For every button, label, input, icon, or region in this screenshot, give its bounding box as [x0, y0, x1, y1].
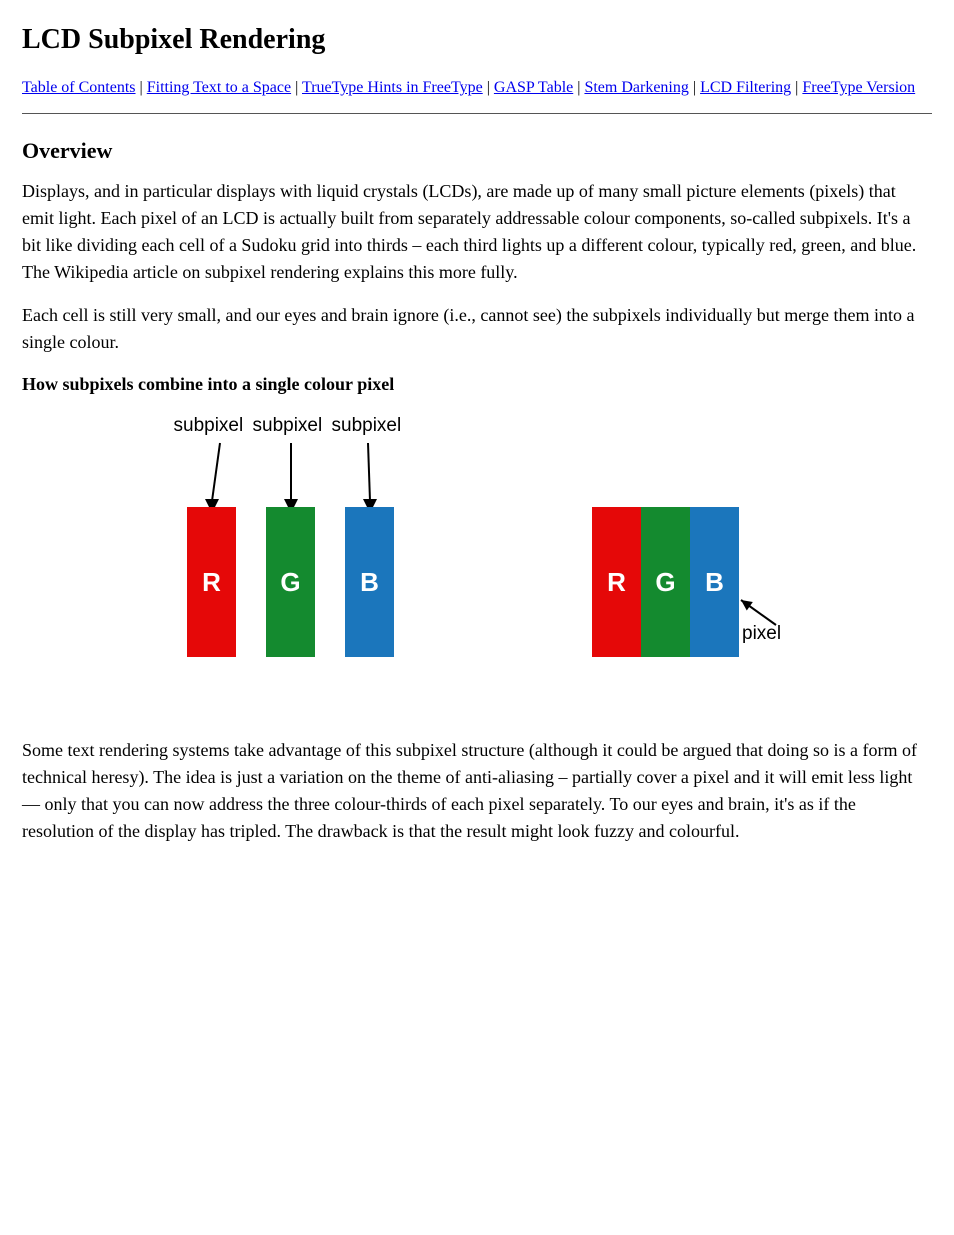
nav-link[interactable]: TrueType Hints in FreeType — [302, 79, 483, 96]
page-title: LCD Subpixel Rendering — [22, 24, 932, 56]
nav-separator: | — [136, 79, 147, 96]
nav-separator: | — [573, 79, 584, 96]
pixel-bar: R — [592, 507, 641, 657]
nav-link[interactable]: GASP Table — [494, 79, 573, 96]
nav-link[interactable]: Fitting Text to a Space — [147, 79, 291, 96]
arrow-down-icon — [279, 441, 303, 515]
subpixel-bar: B — [345, 507, 394, 657]
pixel-bar: G — [641, 507, 690, 657]
subpixel-label: subpixel — [253, 415, 323, 437]
nav-links: Table of Contents | Fitting Text to a Sp… — [22, 74, 932, 101]
nav-link[interactable]: LCD Filtering — [700, 79, 791, 96]
intro-paragraph-2: Each cell is still very small, and our e… — [22, 302, 932, 356]
divider — [22, 113, 932, 114]
final-paragraph: Some text rendering systems take advanta… — [22, 737, 932, 845]
pixel-label: pixel — [742, 623, 781, 645]
nav-separator: | — [791, 79, 802, 96]
arrow-down-icon — [357, 441, 383, 515]
nav-separator: | — [483, 79, 494, 96]
subpixel-diagram: subpixelRsubpixelGsubpixelBRGBpixel — [102, 407, 922, 727]
nav-separator: | — [689, 79, 700, 96]
nav-link[interactable]: FreeType Version — [802, 79, 915, 96]
section-heading: Overview — [22, 138, 932, 164]
subpixel-bar: G — [266, 507, 315, 657]
subpixel-label: subpixel — [332, 415, 402, 437]
arrow-down-icon — [196, 441, 228, 515]
nav-link[interactable]: Stem Darkening — [584, 79, 688, 96]
nav-separator: | — [291, 79, 302, 96]
subpixel-bar: R — [187, 507, 236, 657]
nav-link[interactable]: Table of Contents — [22, 79, 136, 96]
subpixel-label: subpixel — [174, 415, 244, 437]
sub-heading: How subpixels combine into a single colo… — [22, 374, 932, 395]
intro-paragraph-1: Displays, and in particular displays wit… — [22, 178, 932, 286]
